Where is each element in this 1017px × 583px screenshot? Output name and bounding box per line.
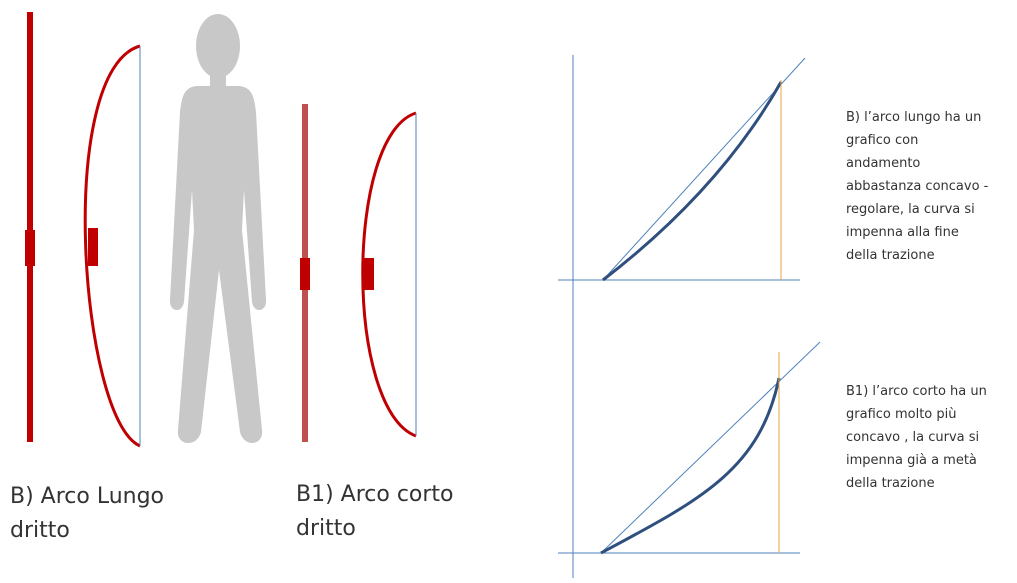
- short-bow-grip: [300, 258, 310, 290]
- short-bow-graph-reference-line: [600, 341, 821, 554]
- long-bow-grip: [25, 230, 35, 266]
- long-bow-graph-curve: [602, 81, 783, 282]
- short-bow-caption: B1) Arco corto dritto: [296, 482, 454, 541]
- long-bow-graph-reference-line: [602, 57, 806, 281]
- long-bow-curved-limb: [83, 44, 141, 448]
- long-bow-graph-note: B) l’arco lungo ha un grafico con andame…: [846, 110, 989, 263]
- short-bow-graph-note: B1) l’arco corto ha un grafico molto più…: [846, 384, 987, 491]
- person-silhouette-icon: [169, 14, 267, 444]
- short-bow-curved-limb: [361, 111, 417, 438]
- long-bow-caption: B) Arco Lungo dritto: [10, 484, 165, 543]
- short-bow-graph-curve: [600, 377, 781, 555]
- long-bow-graph: [558, 57, 806, 282]
- long-bow-limb: [27, 12, 33, 442]
- short-bow-strung: [361, 111, 417, 438]
- short-bow-graph: [558, 341, 821, 555]
- short-bow-straight: [300, 104, 310, 442]
- short-bow-strung-grip: [364, 258, 374, 290]
- long-bow-strung-grip: [88, 228, 98, 266]
- long-bow-strung: [83, 44, 141, 448]
- long-bow-straight: [25, 12, 35, 442]
